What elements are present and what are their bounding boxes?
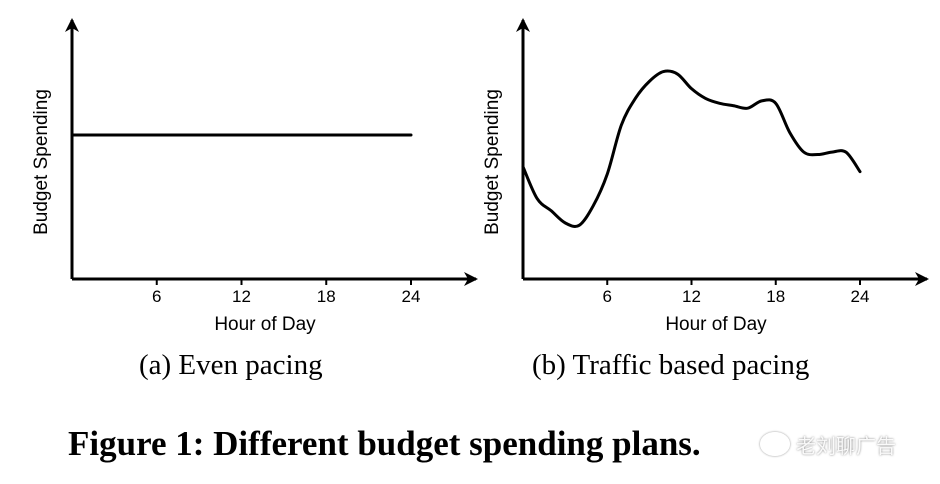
x-tick-label: 12 (682, 287, 701, 306)
x-axis-label: Hour of Day (214, 314, 316, 335)
x-tick-label: 18 (766, 287, 785, 306)
x-axis-label: Hour of Day (665, 314, 767, 335)
chart-panel-b: 6 12 18 24 Hour of Day Budget Spending (482, 18, 929, 335)
x-tick-label: 24 (851, 287, 870, 306)
x-tick-label: 12 (232, 287, 251, 306)
panel-b-caption: (b) Traffic based pacing (532, 349, 810, 381)
spending-line (521, 69, 862, 228)
x-tick-label: 18 (317, 287, 336, 306)
figure-title: Figure 1: Different budget spending plan… (68, 424, 701, 463)
y-axis-label: Budget Spending (31, 89, 52, 235)
x-tick-label: 6 (603, 287, 612, 306)
x-tick-label: 6 (152, 287, 161, 306)
x-tick-label: 24 (402, 287, 421, 306)
chart-panel-a: 6 12 18 24 Hour of Day Budget Spending (31, 18, 478, 335)
y-axis-label: Budget Spending (482, 89, 503, 235)
panel-a-caption: (a) Even pacing (139, 349, 323, 381)
